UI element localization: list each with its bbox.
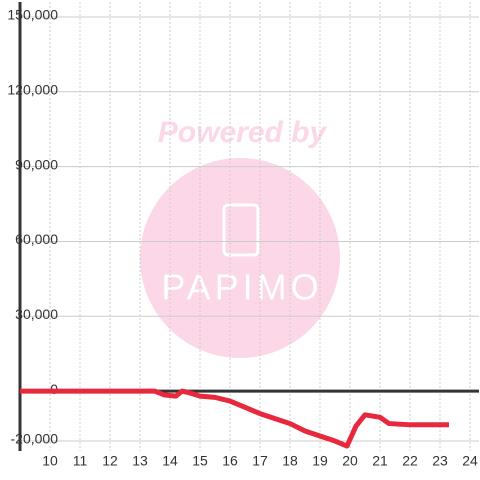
watermark-icon: [222, 203, 260, 257]
watermark-logo: PAPIMO: [161, 267, 322, 308]
data-line: [20, 388, 449, 449]
x-tick-label: 24: [462, 453, 478, 469]
x-tick-label: 11: [73, 453, 88, 469]
y-tick-label: -20,000: [11, 431, 59, 447]
y-tick-label: 150,000: [7, 7, 58, 23]
x-tick-label: 14: [162, 453, 178, 469]
watermark-text: Powered by: [158, 116, 328, 149]
x-tick-label: 12: [102, 453, 118, 469]
x-tick-label: 18: [282, 453, 298, 469]
watermark: Powered by PAPIMO: [140, 116, 340, 358]
x-tick-label: 17: [252, 453, 268, 469]
y-tick-label: 60,000: [15, 231, 58, 247]
y-tick-label: 120,000: [7, 82, 58, 98]
x-tick-label: 22: [402, 453, 418, 469]
x-tick-label: 10: [42, 453, 58, 469]
y-tick-label: 90,000: [15, 156, 58, 172]
x-tick-label: 15: [192, 453, 208, 469]
x-tick-label: 19: [312, 453, 328, 469]
x-tick-label: 13: [132, 453, 148, 469]
x-tick-label: 23: [432, 453, 448, 469]
y-tick-label: 30,000: [15, 306, 58, 322]
x-tick-label: 16: [222, 453, 238, 469]
x-tick-label: 21: [372, 453, 388, 469]
x-tick-label: 20: [342, 453, 358, 469]
